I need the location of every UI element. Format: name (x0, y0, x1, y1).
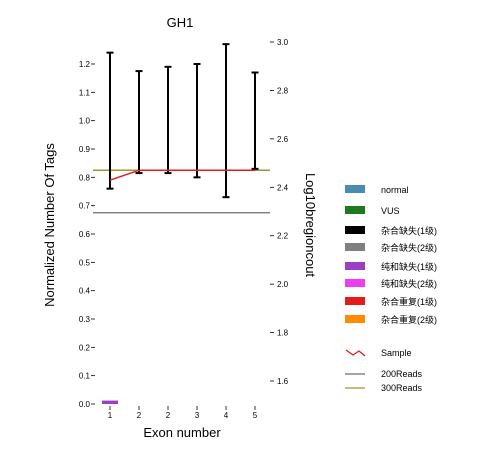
x-tick-label: 2 (137, 411, 142, 420)
y2-tick-label: 1.6 (277, 377, 289, 386)
y-tick-label: 1.2 (79, 60, 91, 69)
error-bar (222, 43, 230, 199)
legend-swatch (345, 185, 365, 193)
y-tick-label: 0.4 (79, 287, 91, 296)
legend-label: 杂合重复(2级) (381, 314, 437, 325)
chart-title: GH1 (167, 15, 194, 30)
y-tick-label: 0.2 (79, 343, 91, 352)
legend-label: 200Reads (381, 369, 423, 379)
bar (102, 400, 118, 404)
x-tick-label: 5 (253, 411, 258, 420)
sample-line (109, 169, 255, 181)
y-tick-label: 0.6 (79, 230, 91, 239)
legend-label: 杂合缺失(1级) (381, 225, 437, 236)
y2-tick-label: 2.4 (277, 183, 289, 192)
error-bar (106, 51, 114, 190)
legend-label: 纯和缺失(1级) (381, 261, 437, 272)
legend-item: Sample (345, 348, 412, 358)
legend-label: 杂合缺失(2级) (381, 242, 437, 253)
plot-area: 0.0 0.1 0.2 0.3 0.4 0.5 0.6 0.7 0.8 0.9 1.0 1.1 1.2 1… (79, 38, 289, 420)
legend-swatch (345, 279, 365, 287)
legend-label: Sample (381, 348, 412, 358)
legend-label: VUS (381, 206, 400, 216)
y2-tick-label: 2.2 (277, 232, 289, 241)
y2-tick-label: 3.0 (277, 38, 289, 47)
legend-item: VUS (345, 206, 400, 216)
y-tick-label: 0.0 (79, 400, 91, 409)
legend-swatch (345, 315, 365, 323)
x-tick-label: 4 (224, 411, 229, 420)
legend-item: 杂合缺失(1级) (345, 225, 437, 236)
y2-tick-label: 2.0 (277, 280, 289, 289)
y-tick-label: 0.7 (79, 202, 91, 211)
legend: normal VUS 杂合缺失(1级) 杂合缺失(2级) 纯和缺失(1级) 纯和缺失(2级… (345, 185, 437, 393)
x-tick-label: 3 (195, 411, 200, 420)
y-tick-label: 0.8 (79, 173, 91, 182)
x-tick-label: 2 (166, 411, 171, 420)
y2-tick-label: 2.8 (277, 86, 289, 95)
legend-item: 200Reads (345, 369, 423, 379)
y2-tick-label: 2.6 (277, 135, 289, 144)
y2-tick-label: 1.8 (277, 329, 289, 338)
y-tick-label: 0.5 (79, 258, 91, 267)
x-tick-label: 1 (108, 411, 113, 420)
error-bar (193, 63, 201, 179)
legend-label: 纯和缺失(2级) (381, 278, 437, 289)
error-bar (164, 65, 172, 175)
error-bar (251, 71, 259, 170)
legend-item: 杂合重复(2级) (345, 314, 437, 325)
legend-label: 杂合重复(1级) (381, 296, 437, 307)
y2-axis-label: Log10bregioncout (303, 173, 318, 277)
error-bar (135, 70, 143, 175)
y-tick-label: 0.9 (79, 145, 91, 154)
legend-swatch (345, 206, 365, 214)
legend-item: 300Reads (345, 383, 423, 393)
legend-item: 杂合缺失(2级) (345, 242, 437, 253)
legend-item: 纯和缺失(1级) (345, 261, 437, 272)
y-tick-label: 1.1 (79, 88, 91, 97)
legend-label: 300Reads (381, 383, 423, 393)
legend-swatch (345, 297, 365, 305)
y-tick-label: 0.3 (79, 315, 91, 324)
legend-item: 杂合重复(1级) (345, 296, 437, 307)
legend-swatch (345, 349, 366, 357)
legend-swatch (345, 226, 365, 234)
legend-item: 纯和缺失(2级) (345, 278, 437, 289)
x-axis-label: Exon number (143, 425, 221, 440)
legend-label: normal (381, 185, 409, 195)
y-tick-label: 1.0 (79, 117, 91, 126)
y-axis-label: Normalized Number Of Tags (42, 143, 57, 307)
legend-item: normal (345, 185, 409, 195)
y-tick-label: 0.1 (79, 372, 91, 381)
legend-swatch (345, 243, 365, 251)
legend-swatch (345, 262, 365, 270)
